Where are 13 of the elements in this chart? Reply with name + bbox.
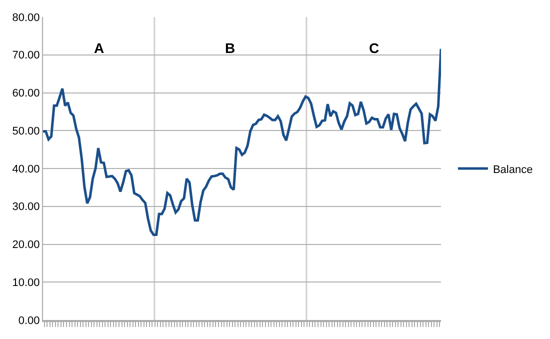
annotation: B [225, 40, 236, 56]
y-tick-label: 30.00 [12, 201, 40, 214]
y-tick-label: 70.00 [12, 50, 40, 62]
legend-label: Balance [492, 164, 533, 176]
y-tick-label: 50.00 [12, 125, 40, 138]
y-tick-label: 40.00 [12, 163, 40, 176]
y-tick-label: 60.00 [12, 88, 40, 100]
annotation: C [369, 40, 380, 56]
y-tick-label: 0.00 [18, 314, 40, 327]
y-tick-label: 80.00 [12, 12, 40, 24]
annotation: A [94, 40, 104, 56]
y-tick-label: 10.00 [12, 276, 40, 289]
y-tick-label: 20.00 [12, 239, 40, 252]
